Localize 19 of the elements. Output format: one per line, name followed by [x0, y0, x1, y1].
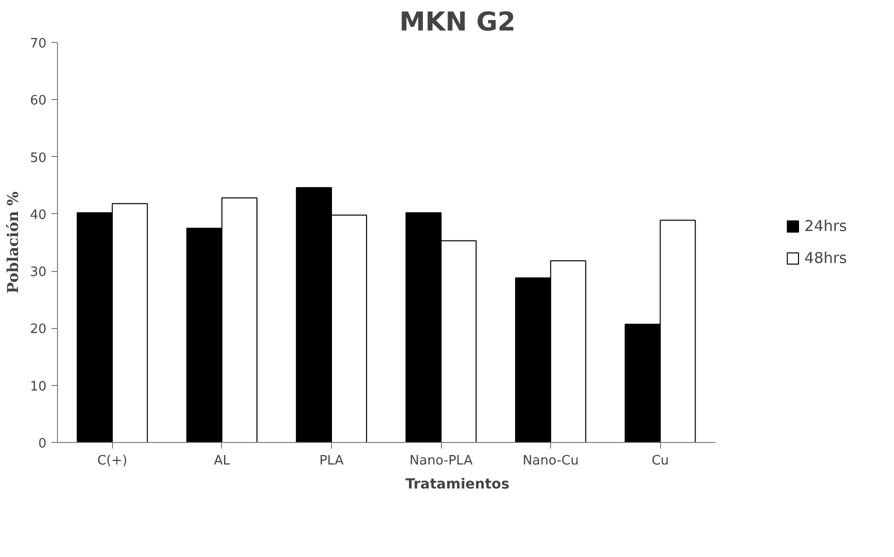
chart-title: MKN G2: [399, 8, 516, 38]
y-axis-title: Población %: [4, 191, 22, 294]
y-tick-label: 40: [30, 208, 47, 223]
y-tick-label: 10: [30, 379, 47, 394]
y-tick-label: 30: [30, 265, 47, 280]
legend-label: 24hrs: [804, 217, 847, 235]
x-tick-label: Nano-Cu: [522, 454, 579, 468]
x-tick-label: Cu: [652, 454, 669, 468]
y-tick-label: 20: [30, 322, 47, 338]
y-tick-label: 50: [30, 150, 47, 166]
x-axis-title: Tratamientos: [406, 476, 510, 492]
y-tick-label: 0: [38, 436, 47, 452]
y-tick-label: 70: [30, 36, 47, 52]
legend-label: 48hrs: [804, 249, 847, 267]
x-tick-label: PLA: [319, 454, 344, 468]
x-tick-label: Nano-PLA: [410, 454, 473, 468]
y-tick-label: 60: [30, 94, 47, 109]
x-tick-label: C(+): [97, 454, 128, 468]
x-tick-label: AL: [214, 454, 231, 468]
